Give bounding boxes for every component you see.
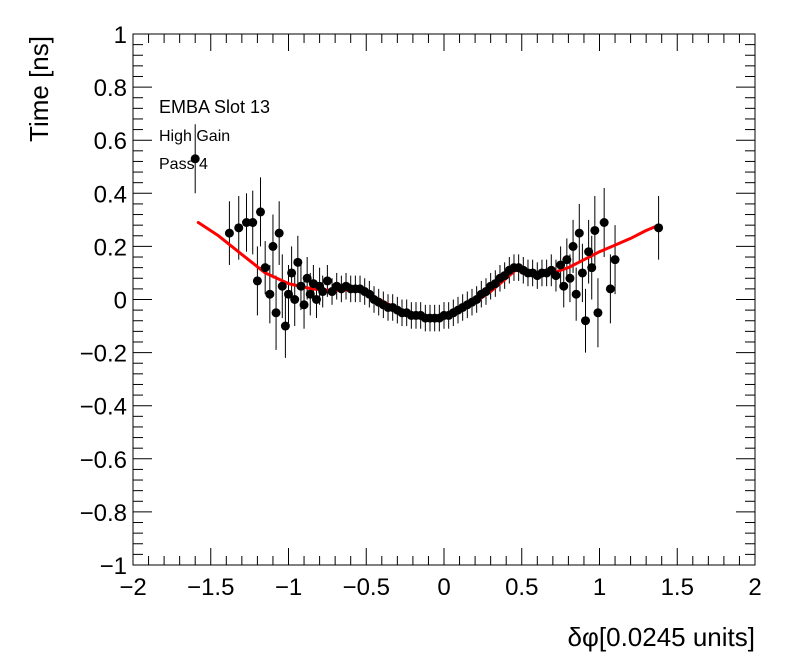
data-point: [322, 276, 332, 286]
data-point: [260, 263, 270, 273]
data-point: [302, 273, 312, 283]
data-point: [318, 287, 328, 297]
y-tick-label: 0.4: [94, 181, 127, 208]
data-point: [605, 284, 615, 294]
data-point: [551, 271, 561, 281]
x-axis-title: δφ[0.0245 units]: [568, 622, 755, 652]
y-tick-label: −1: [100, 553, 127, 580]
plot-frame: [132, 33, 756, 566]
y-tick-label: −0.4: [80, 394, 127, 421]
data-point: [190, 154, 200, 164]
data-point: [581, 316, 591, 326]
data-point: [265, 289, 275, 299]
x-tick-label: 2: [748, 574, 761, 601]
x-tick-label: −2: [119, 574, 146, 601]
y-tick-label: −0.2: [80, 341, 127, 368]
y-axis-title: Time [ns]: [24, 36, 54, 142]
data-point: [280, 321, 290, 331]
data-point: [311, 295, 321, 304]
data-point: [296, 281, 306, 291]
data-point: [299, 300, 309, 310]
data-point: [224, 228, 234, 238]
annotation-pass: Pass 4: [159, 156, 208, 173]
data-point: [559, 281, 569, 291]
x-tick-label: 1: [593, 574, 606, 601]
x-tick-label: −0.5: [343, 574, 390, 601]
y-tick-label: −0.6: [80, 447, 127, 474]
data-point: [287, 268, 297, 278]
annotation-slot: EMBA Slot 13: [159, 97, 270, 117]
data-point: [293, 257, 303, 267]
data-point: [599, 218, 609, 228]
annotation-gain: High Gain: [159, 128, 230, 145]
data-point: [268, 241, 278, 251]
data-point: [284, 289, 293, 299]
x-tick-label: −1: [275, 574, 302, 601]
y-tick-label: 0: [114, 288, 127, 315]
data-point: [568, 241, 578, 251]
data-point: [654, 223, 664, 233]
data-point: [590, 225, 600, 235]
data-point: [593, 308, 603, 318]
x-tick-label: 1.5: [661, 574, 694, 601]
data-point: [274, 228, 284, 238]
y-tick-label: −0.8: [80, 500, 127, 527]
y-tick-label: 0.8: [94, 75, 127, 102]
data-point: [252, 276, 262, 286]
data-point: [256, 207, 266, 217]
data-point: [277, 281, 287, 291]
y-tick-label: 0.6: [94, 128, 127, 155]
x-tick-labels: −2 −1.5 −1 −0.5 0 0.5 1 1.5 2: [119, 574, 761, 601]
data-point: [571, 289, 581, 299]
axis-ticks: [132, 33, 756, 566]
data-point: [584, 247, 594, 257]
data-point: [271, 308, 281, 318]
data-point: [562, 255, 572, 265]
x-tick-label: −1.5: [187, 574, 234, 601]
x-tick-label: 0: [437, 574, 450, 601]
data-points: [190, 154, 664, 331]
y-tick-labels: −1 −0.8 −0.6 −0.4 −0.2 0 0.2 0.4 0.6 0.8 1: [80, 22, 127, 580]
y-tick-label: 1: [114, 22, 127, 49]
data-point: [577, 268, 587, 278]
data-point: [565, 273, 575, 283]
data-point: [610, 255, 620, 265]
y-tick-label: 0.2: [94, 234, 127, 261]
data-point: [587, 263, 597, 273]
data-point: [234, 223, 244, 233]
data-point: [574, 228, 584, 238]
data-point: [556, 260, 566, 270]
x-tick-label: 0.5: [505, 574, 538, 601]
data-point: [305, 289, 315, 299]
data-point: [242, 218, 252, 228]
data-point: [290, 295, 300, 304]
data-point: [248, 218, 258, 228]
